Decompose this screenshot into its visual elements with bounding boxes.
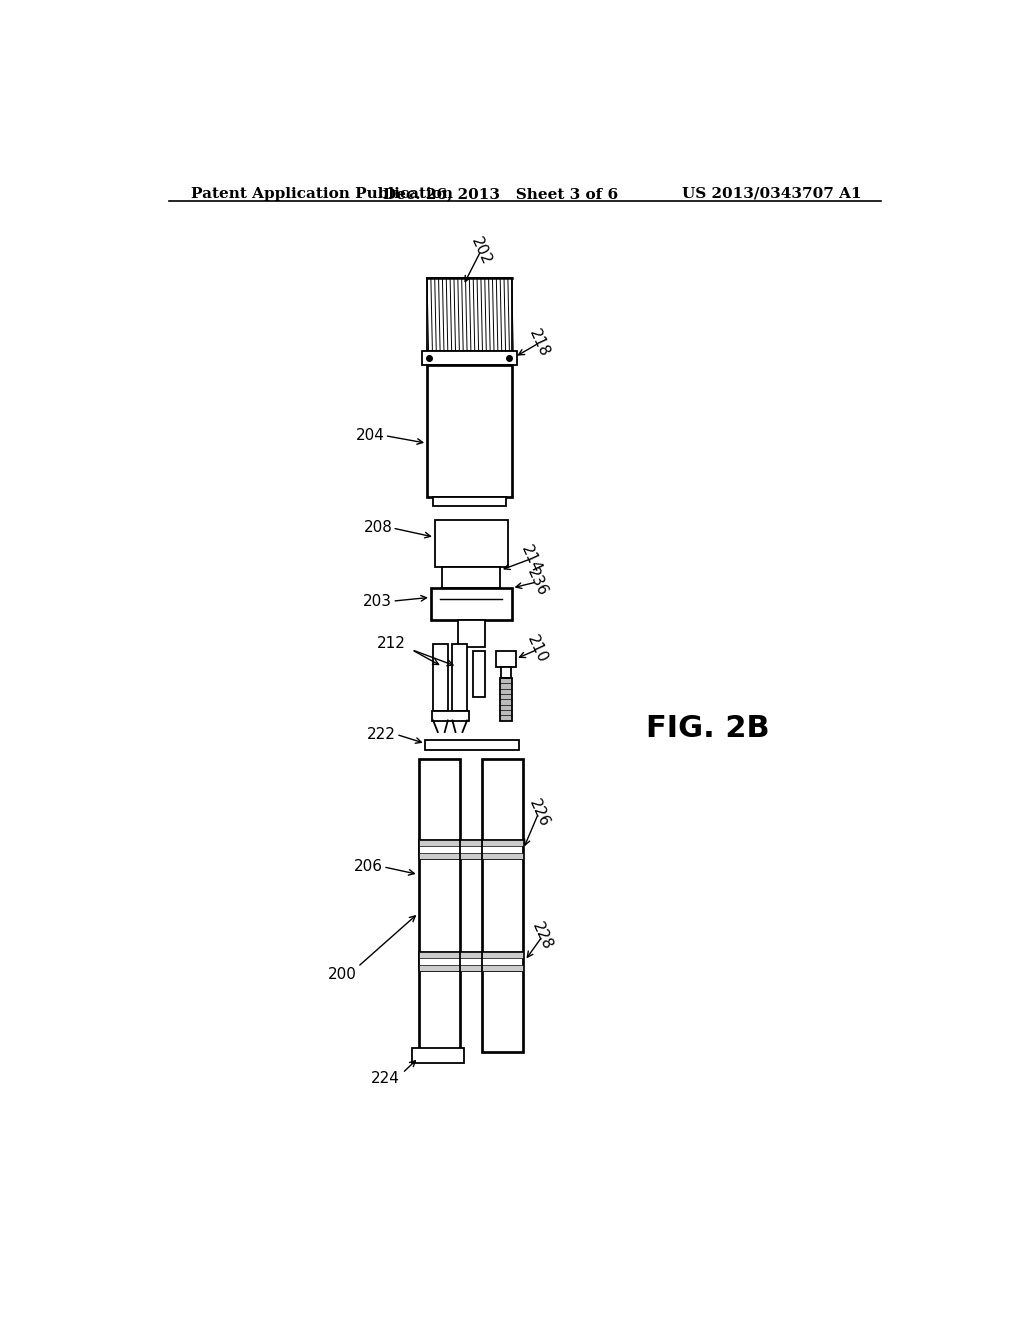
Bar <box>419 840 523 859</box>
Text: 203: 203 <box>364 594 392 609</box>
Bar <box>432 711 469 721</box>
Bar <box>413 1048 464 1063</box>
Text: US 2013/0343707 A1: US 2013/0343707 A1 <box>682 187 862 201</box>
Text: 206: 206 <box>354 859 383 874</box>
Text: 214: 214 <box>518 543 544 576</box>
Text: 228: 228 <box>529 920 555 952</box>
Text: 208: 208 <box>364 520 392 536</box>
Bar <box>425 739 519 750</box>
Bar <box>435 520 508 566</box>
Bar <box>419 853 523 859</box>
Bar <box>419 952 523 970</box>
Bar <box>497 651 515 667</box>
Text: 202: 202 <box>468 235 494 267</box>
Text: 224: 224 <box>371 1071 400 1086</box>
Text: FIG. 2B: FIG. 2B <box>646 714 770 743</box>
Bar <box>481 759 523 1052</box>
Bar <box>422 351 517 364</box>
Text: 222: 222 <box>368 727 396 742</box>
Bar <box>419 840 523 846</box>
Bar <box>473 651 484 697</box>
Text: Dec. 26, 2013   Sheet 3 of 6: Dec. 26, 2013 Sheet 3 of 6 <box>383 187 617 201</box>
Bar <box>419 965 523 970</box>
Text: 200: 200 <box>328 968 356 982</box>
Bar <box>442 566 500 589</box>
Bar <box>433 498 506 507</box>
Bar <box>431 589 512 620</box>
Text: 210: 210 <box>524 634 550 665</box>
Text: Patent Application Publication: Patent Application Publication <box>190 187 453 201</box>
Bar <box>427 277 512 351</box>
Text: 204: 204 <box>355 428 385 444</box>
Bar <box>501 667 511 678</box>
Bar <box>419 952 523 958</box>
Text: 236: 236 <box>524 565 550 598</box>
Bar <box>453 644 467 711</box>
Bar <box>419 759 460 1052</box>
Bar <box>427 364 512 498</box>
Bar <box>458 620 484 647</box>
Text: 218: 218 <box>525 327 552 359</box>
Bar <box>433 644 447 711</box>
Text: 212: 212 <box>378 636 407 651</box>
Text: 226: 226 <box>525 796 552 829</box>
Bar <box>500 678 512 721</box>
